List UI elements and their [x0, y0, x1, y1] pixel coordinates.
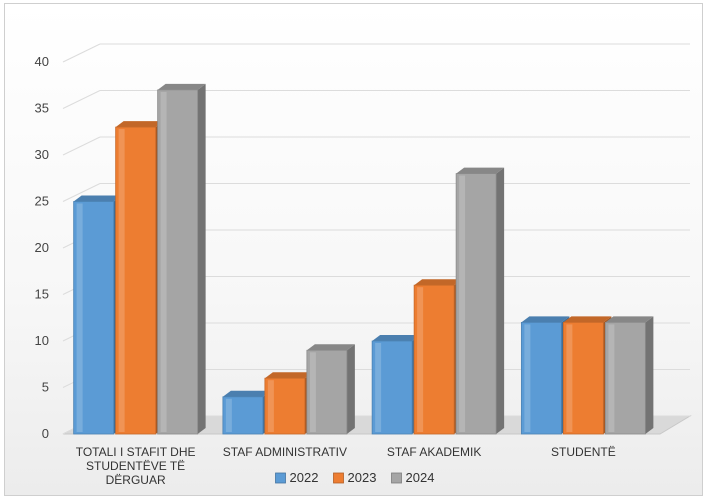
- bar-highlight: [375, 343, 382, 432]
- legend-label: 2023: [348, 470, 377, 485]
- y-tick-label: 5: [42, 380, 49, 395]
- bar: [222, 396, 264, 435]
- legend-swatch: [391, 472, 402, 484]
- bar: [520, 321, 562, 435]
- bar-top: [157, 83, 206, 90]
- bar-top: [456, 167, 505, 174]
- bar-top: [222, 390, 271, 397]
- bar-top: [115, 121, 164, 128]
- gridline-diagonal: [62, 183, 101, 202]
- bar-highlight: [309, 352, 316, 432]
- gridline-diagonal: [62, 136, 101, 156]
- bar-highlight: [608, 324, 615, 432]
- bar-top: [414, 279, 463, 286]
- bar-highlight: [118, 129, 125, 432]
- y-tick-label: 25: [35, 194, 49, 209]
- bar-top: [306, 344, 355, 351]
- bar: [73, 201, 115, 435]
- gridline-diagonal: [62, 90, 101, 109]
- bar: [157, 89, 199, 435]
- bar: [371, 340, 413, 435]
- bar-highlight: [459, 175, 466, 432]
- bar-top: [605, 316, 654, 323]
- bar-top: [563, 316, 612, 323]
- y-tick-label: 35: [35, 101, 49, 116]
- chart-area: 0 5 10 15 20 25 30 35 40 TOTALI I STAFIT DHE STUDE…: [4, 3, 703, 496]
- category-label: STUDENTË: [551, 445, 616, 459]
- bar-side: [496, 167, 505, 434]
- y-tick-label: 10: [35, 333, 49, 348]
- category-label: DËRGUAR: [106, 473, 166, 487]
- bar: [413, 284, 455, 435]
- bar-top: [521, 316, 570, 323]
- category-label: STUDENTËVE TË: [86, 459, 185, 473]
- bar-top: [264, 372, 313, 379]
- y-tick-label: 0: [42, 426, 49, 441]
- bar: [306, 349, 348, 435]
- bar-side: [197, 83, 206, 435]
- legend-swatch: [275, 472, 286, 484]
- y-tick-label: 30: [35, 147, 49, 162]
- bar-highlight: [76, 203, 83, 432]
- bar: [604, 321, 646, 435]
- bar: [264, 377, 306, 435]
- bar-highlight: [524, 324, 531, 432]
- legend-swatch: [333, 472, 344, 484]
- legend-label: 2022: [290, 470, 319, 485]
- category-label: STAF AKADEMIK: [387, 445, 481, 459]
- bar-highlight: [160, 91, 167, 433]
- bar-highlight: [225, 398, 232, 432]
- bar-highlight: [417, 287, 424, 432]
- y-tick-label: 15: [35, 287, 49, 302]
- bar: [455, 173, 497, 435]
- y-tick-label: 40: [35, 54, 49, 69]
- gridline-diagonal: [62, 43, 101, 63]
- bar: [562, 321, 604, 435]
- bar-side: [346, 344, 355, 434]
- category-label: STAF ADMINISTRATIV: [223, 445, 347, 459]
- bar-top: [73, 195, 122, 202]
- bar: [115, 126, 157, 435]
- y-tick-label: 20: [35, 240, 49, 255]
- bar-side: [645, 316, 654, 434]
- legend-label: 2024: [406, 470, 435, 485]
- bar-highlight: [566, 324, 573, 432]
- bar-top: [372, 335, 421, 341]
- category-label: TOTALI I STAFIT DHE: [76, 445, 196, 459]
- bar-highlight: [267, 380, 274, 432]
